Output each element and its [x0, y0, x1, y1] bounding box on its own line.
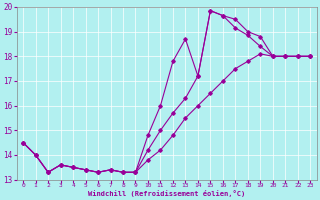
X-axis label: Windchill (Refroidissement éolien,°C): Windchill (Refroidissement éolien,°C): [88, 190, 245, 197]
